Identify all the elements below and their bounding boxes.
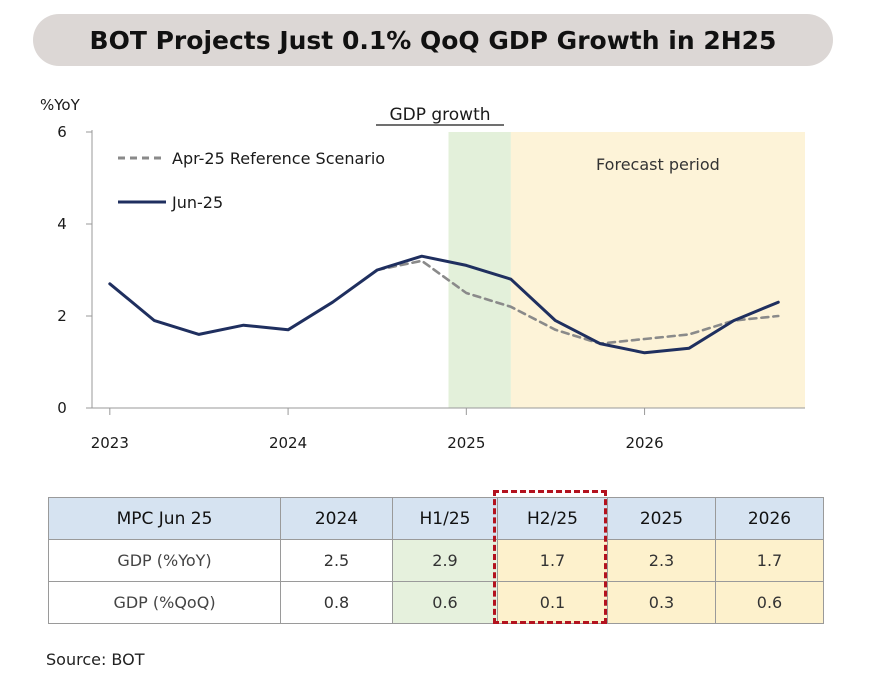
reference-scenario-line bbox=[375, 259, 780, 345]
table-header-cell: H1/25 bbox=[392, 497, 498, 540]
table-header-cell: 2026 bbox=[715, 497, 824, 540]
table-header-cell: MPC Jun 25 bbox=[48, 497, 281, 540]
forecast-period-label: Forecast period bbox=[596, 155, 720, 174]
table-row: GDP (%QoQ) 0.8 0.6 0.1 0.3 0.6 bbox=[48, 581, 824, 624]
shaded-region bbox=[510, 132, 805, 408]
table-cell: 1.7 bbox=[497, 539, 608, 582]
y-tick-label: 0 bbox=[57, 399, 67, 417]
table-cell: 0.8 bbox=[280, 581, 393, 624]
y-tick-label: 2 bbox=[57, 307, 67, 325]
row-label: GDP (%YoY) bbox=[48, 539, 281, 582]
table-cell: 0.3 bbox=[607, 581, 716, 624]
banner-title: BOT Projects Just 0.1% QoQ GDP Growth in… bbox=[89, 25, 777, 55]
table-cell: 0.1 bbox=[497, 581, 608, 624]
y-tick-label: 6 bbox=[57, 123, 67, 141]
legend-label: Jun-25 bbox=[171, 193, 223, 212]
table-header-cell: 2025 bbox=[607, 497, 716, 540]
x-tick-label: 2024 bbox=[269, 434, 307, 452]
title-banner: BOT Projects Just 0.1% QoQ GDP Growth in… bbox=[33, 14, 833, 66]
table-cell: 2.9 bbox=[392, 539, 498, 582]
table-cell: 2.3 bbox=[607, 539, 716, 582]
table-header-cell: H2/25 bbox=[497, 497, 608, 540]
x-tick-label: 2025 bbox=[447, 434, 485, 452]
table-header-cell: 2024 bbox=[280, 497, 393, 540]
y-tick-label: 4 bbox=[57, 215, 67, 233]
table-cell: 2.5 bbox=[280, 539, 393, 582]
gdp-projection-table: MPC Jun 25 2024 H1/25 H2/25 2025 2026 GD… bbox=[48, 497, 824, 624]
legend-label: Apr-25 Reference Scenario bbox=[172, 149, 385, 168]
chart-title: GDP growth bbox=[389, 105, 490, 125]
gdp-growth-chart: Forecast period 0 2 4 6 %YoY 2023 2024 2025 2026 G… bbox=[40, 96, 805, 452]
source-note: Source: BOT bbox=[46, 650, 145, 669]
table-row: GDP (%YoY) 2.5 2.9 1.7 2.3 1.7 bbox=[48, 539, 824, 582]
x-tick-label: 2023 bbox=[91, 434, 129, 452]
table-cell: 0.6 bbox=[715, 581, 824, 624]
y-axis-label: %YoY bbox=[40, 96, 81, 114]
table-cell: 0.6 bbox=[392, 581, 498, 624]
x-tick-label: 2026 bbox=[625, 434, 663, 452]
table-header-row: MPC Jun 25 2024 H1/25 H2/25 2025 2026 bbox=[48, 497, 824, 540]
jun-25-line bbox=[108, 254, 780, 355]
table-cell: 1.7 bbox=[715, 539, 824, 582]
row-label: GDP (%QoQ) bbox=[48, 581, 281, 624]
